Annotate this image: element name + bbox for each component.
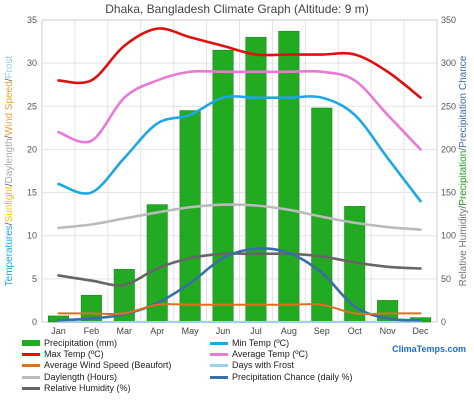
right-axis-title-part: Precipitation Chance	[458, 55, 469, 148]
right-tick-label: 0	[441, 317, 446, 327]
precipitation-bar	[278, 30, 300, 323]
legend-label: Precipitation Chance (daily %)	[232, 371, 353, 382]
left-axis-title-part: /	[4, 78, 15, 81]
series-line-relative-humidity	[57, 252, 422, 287]
right-tick-label: 150	[441, 188, 456, 198]
legend-label: Average Temp (ºC)	[232, 349, 308, 360]
series-line-average-temp-c	[57, 69, 422, 151]
legend-label: Min Temp (ºC)	[232, 338, 290, 348]
precipitation-bar	[245, 36, 267, 323]
x-tick-label: Jun	[216, 326, 231, 336]
left-tick-label: 30	[27, 58, 37, 68]
right-axis-title-part: /	[458, 206, 469, 209]
x-tick-label: Mar	[117, 326, 133, 336]
x-tick-label: May	[182, 326, 200, 336]
right-tick-label: 250	[441, 101, 456, 111]
left-tick-label: 35	[27, 15, 37, 25]
right-tick-label: 200	[441, 144, 456, 154]
legend-swatch	[210, 364, 228, 368]
chart-title: Dhaka, Bangladesh Climate Graph (Altitud…	[105, 2, 369, 16]
left-tick-label: 0	[32, 317, 37, 327]
left-axis-title-part: Sunlight	[4, 186, 15, 222]
left-axis-title-part: /	[4, 135, 15, 138]
series-line-min-temp-c	[57, 95, 422, 203]
series-line-average-wind-speed-beaufort	[57, 303, 422, 316]
right-tick-label: 300	[441, 58, 456, 68]
right-tick-label: 350	[441, 15, 456, 25]
right-axis-title-part: Relative Humidity	[458, 209, 469, 287]
left-axis-title-part: Wind Speed	[4, 81, 15, 135]
x-tick-label: Jan	[51, 326, 66, 336]
legend-label: Max Temp (ºC)	[44, 349, 104, 360]
legend-swatch	[210, 353, 228, 357]
legend-swatch	[210, 342, 228, 345]
x-tick-label: Dec	[413, 326, 430, 336]
legend-swatch	[22, 375, 40, 379]
left-tick-label: 20	[27, 144, 37, 154]
left-tick-label: 5	[32, 274, 37, 284]
left-axis-title-part: /	[4, 183, 15, 186]
precipitation-bar	[179, 110, 201, 323]
right-axis-title: Relative Humidity/Precipitation/Precipit…	[458, 55, 469, 286]
left-axis-title-part: Frost	[4, 55, 15, 78]
x-tick-label: Feb	[84, 326, 100, 336]
x-tick-label: Jul	[250, 326, 262, 336]
legend-swatch	[210, 375, 228, 379]
left-axis-title: Temperatures/Sunlight/Daylength/Wind Spe…	[4, 55, 15, 286]
x-tick-label: Apr	[150, 326, 164, 336]
legend-swatch	[22, 364, 40, 368]
left-axis-title-part: Temperatures	[4, 225, 15, 286]
right-tick-label: 50	[441, 274, 451, 284]
right-axis-title-part: /	[458, 148, 469, 151]
legend-label: Precipitation (mm)	[44, 338, 118, 348]
series-line-daylength-hours	[57, 203, 422, 231]
x-tick-label: Sep	[314, 326, 330, 336]
left-axis-title-part: Daylength	[4, 138, 15, 183]
x-tick-label: Aug	[281, 326, 297, 336]
x-tick-label: Oct	[348, 326, 363, 336]
right-axis-title-part: Precipitation	[458, 151, 469, 206]
brand-label: ClimaTemps.com	[392, 344, 466, 354]
legend-swatch	[22, 340, 40, 346]
left-tick-label: 25	[27, 101, 37, 111]
legend-label: Daylength (Hours)	[44, 371, 118, 382]
legend-swatch	[22, 386, 40, 390]
series-line-max-temp-c	[57, 27, 422, 99]
x-tick-label: Nov	[380, 326, 397, 336]
right-tick-label: 100	[441, 231, 456, 241]
left-tick-label: 10	[27, 231, 37, 241]
left-tick-label: 15	[27, 188, 37, 198]
legend-swatch	[22, 353, 40, 357]
legend-label: Days with Frost	[232, 360, 295, 371]
precipitation-bar	[212, 49, 234, 323]
left-axis-title-part: /	[4, 222, 15, 225]
legend-label: Relative Humidity (%)	[44, 382, 131, 393]
legend-label: Average Wind Speed (Beaufort)	[44, 360, 172, 371]
series-line-precipitation-chance-daily	[57, 247, 422, 322]
